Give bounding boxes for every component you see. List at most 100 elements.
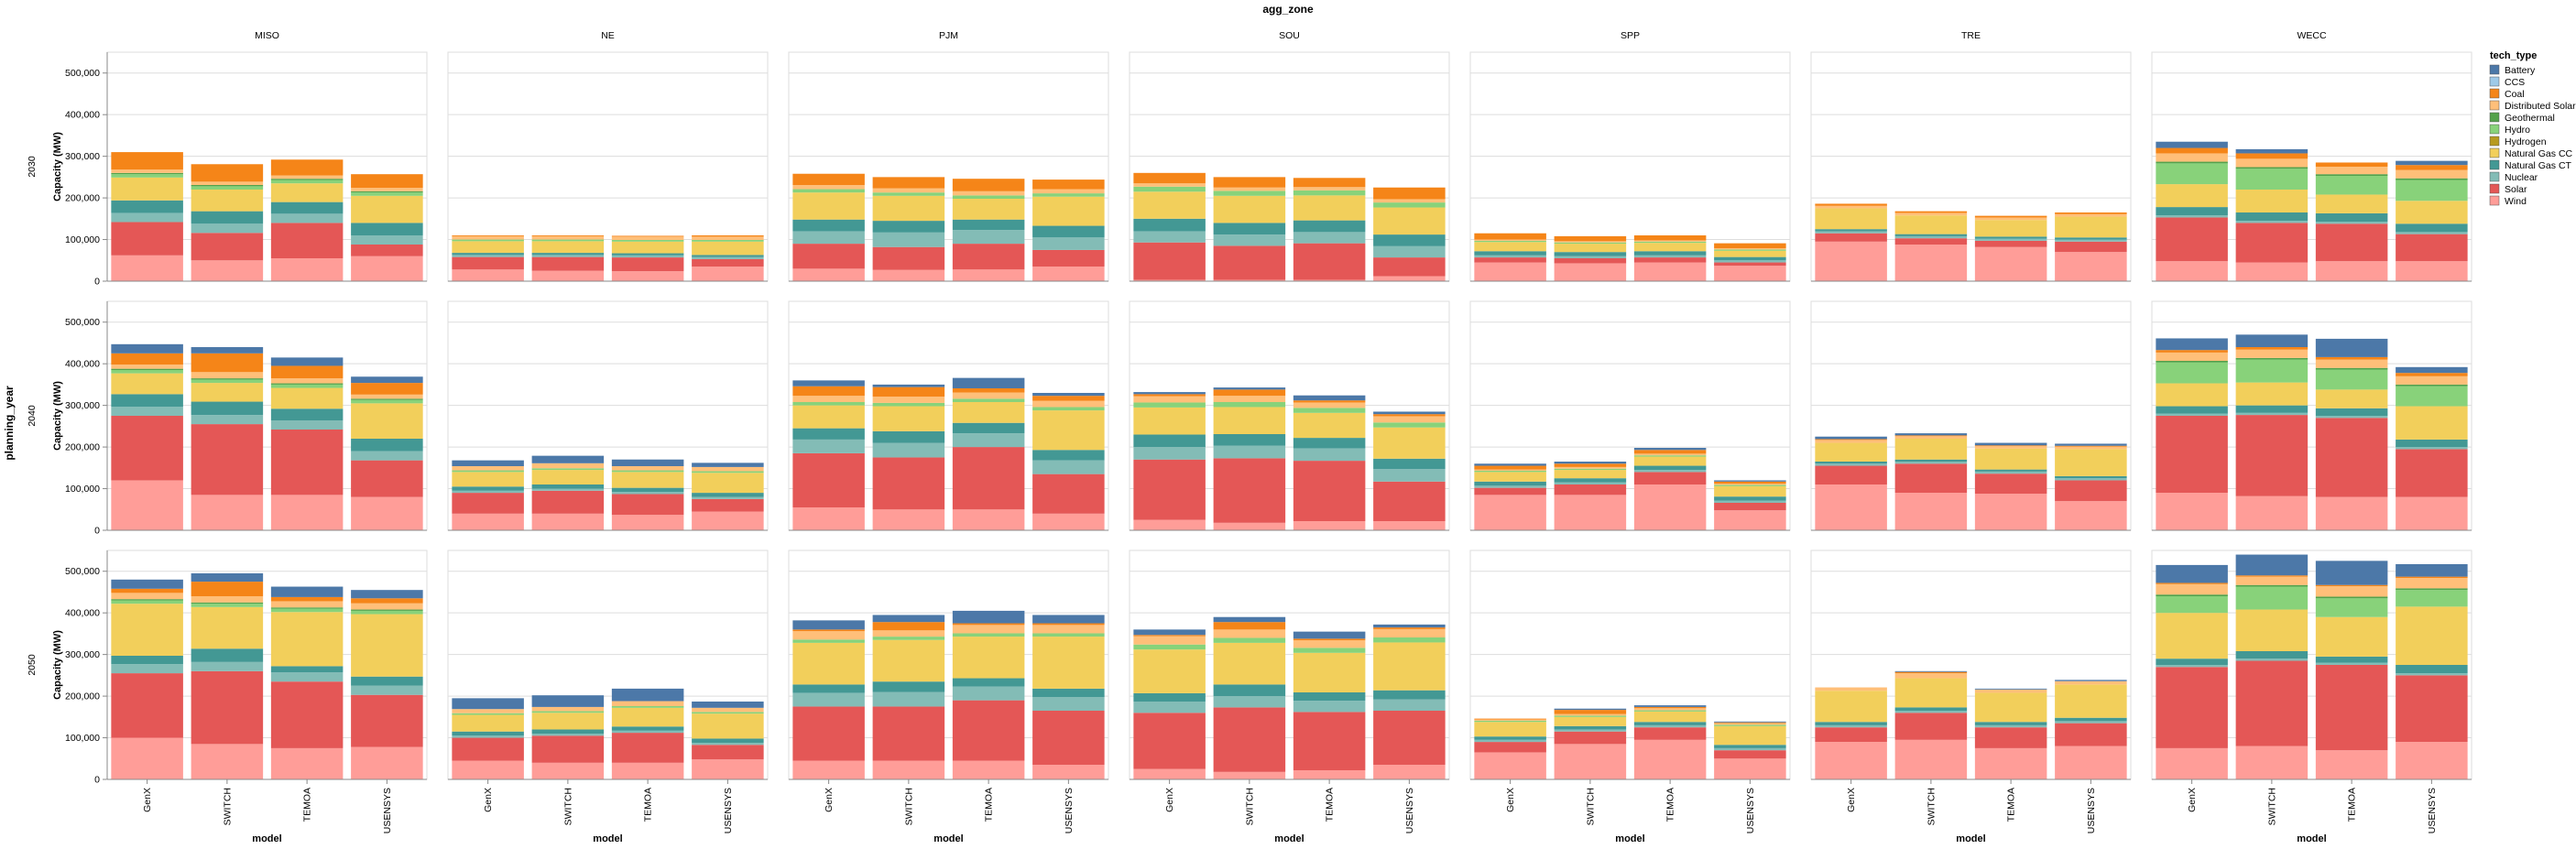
bar-segment-coal bbox=[111, 588, 183, 593]
bar-segment-wind bbox=[1714, 510, 1786, 530]
legend-item-solar: Solar bbox=[2489, 183, 2527, 195]
legend-item-battery: Battery bbox=[2489, 64, 2536, 76]
bar-segment-distributed-solar bbox=[692, 236, 764, 240]
bar-segment-solar bbox=[1894, 463, 1968, 494]
bar-segment-nuclear bbox=[1133, 447, 1206, 460]
bar-segment-solar bbox=[792, 452, 865, 507]
panel-ne-2030 bbox=[447, 51, 769, 282]
bar-segment-nuclear bbox=[531, 734, 605, 736]
bar-segment-distributed-solar bbox=[1714, 248, 1786, 250]
x-axis-title: model bbox=[933, 833, 963, 844]
legend-swatch bbox=[2489, 124, 2500, 135]
bar-segment-solar bbox=[1894, 238, 1968, 245]
bar-segment-natural-gas-cc bbox=[952, 199, 1025, 220]
bar-segment-nuclear bbox=[2156, 413, 2228, 416]
bar-segment-coal bbox=[2235, 153, 2309, 159]
legend-label: Natural Gas CT bbox=[2505, 160, 2572, 171]
bar-segment-solar bbox=[2156, 217, 2228, 262]
x-tick-label: GenX bbox=[1164, 788, 1175, 812]
bar-segment-geothermal bbox=[111, 599, 183, 601]
bar-segment-battery bbox=[1554, 708, 1627, 711]
bar-segment-hydro bbox=[952, 633, 1025, 637]
bar-segment-coal bbox=[351, 174, 423, 189]
bar-segment-natural-gas-cc bbox=[531, 241, 605, 254]
bar-segment-hydro bbox=[1133, 186, 1206, 192]
bar-segment-geothermal bbox=[351, 609, 423, 611]
legend-item-distributed-solar: Distributed Solar bbox=[2489, 100, 2576, 112]
bar-segment-wind bbox=[1714, 266, 1786, 281]
bar-segment-coal bbox=[351, 598, 423, 604]
bar-segment-natural-gas-cc bbox=[2315, 389, 2388, 408]
x-tick-label: GenX bbox=[142, 788, 153, 812]
bar-segment-nuclear bbox=[270, 672, 344, 682]
bar-segment-battery bbox=[1133, 392, 1206, 395]
bar-segment-solar bbox=[1032, 711, 1105, 766]
facet-title-miso: MISO bbox=[255, 30, 279, 41]
bar-segment-solar bbox=[1032, 473, 1105, 514]
bar-segment-natural-gas-ct bbox=[270, 201, 344, 214]
bar-segment-battery bbox=[1633, 705, 1707, 707]
bar-segment-nuclear bbox=[2055, 239, 2127, 242]
bar-segment-coal bbox=[611, 235, 684, 237]
bar-segment-hydro bbox=[1633, 241, 1707, 244]
bar-segment-distributed-solar bbox=[792, 631, 865, 640]
facet-title-spp: SPP bbox=[1621, 30, 1640, 41]
bar-segment-battery bbox=[1293, 631, 1366, 639]
bar-segment-natural-gas-cc bbox=[1213, 642, 1286, 685]
bar-segment-wind bbox=[792, 760, 865, 779]
bar-segment-solar bbox=[2055, 723, 2127, 746]
bar-segment-natural-gas-ct bbox=[1815, 722, 1887, 725]
bar-segment-distributed-solar bbox=[191, 181, 264, 185]
bar-segment-nuclear bbox=[1554, 729, 1627, 732]
bar-segment-natural-gas-cc bbox=[270, 183, 344, 202]
bar-segment-solar bbox=[531, 256, 605, 271]
bar-segment-natural-gas-cc bbox=[1373, 427, 1446, 459]
legend-swatch bbox=[2489, 195, 2500, 206]
bar-segment-wind bbox=[531, 762, 605, 779]
bar-segment-wind bbox=[1213, 522, 1286, 530]
bar-segment-wind bbox=[2396, 261, 2468, 281]
bar-segment-solar bbox=[1213, 245, 1286, 280]
x-tick-label: TEMOA bbox=[984, 788, 995, 822]
bar-segment-solar bbox=[2315, 418, 2388, 497]
legend-label: Battery bbox=[2505, 65, 2536, 76]
bar-segment-battery bbox=[872, 615, 945, 623]
bar-segment-hydro bbox=[1293, 190, 1366, 196]
bar-segment-battery bbox=[1293, 395, 1366, 401]
y-tick-label: 400,000 bbox=[65, 110, 100, 121]
bar-segment-coal bbox=[2235, 575, 2309, 577]
bar-segment-solar bbox=[1133, 459, 1206, 520]
bar-segment-distributed-solar bbox=[2235, 158, 2309, 168]
bar-segment-hydro bbox=[611, 706, 684, 708]
bar-segment-solar bbox=[351, 245, 423, 256]
bar-segment-battery bbox=[1714, 721, 1786, 723]
bar-segment-geothermal bbox=[2156, 594, 2228, 596]
bar-segment-coal bbox=[270, 365, 344, 379]
y-tick-label: 500,000 bbox=[65, 566, 100, 577]
bar-segment-geothermal bbox=[2396, 384, 2468, 386]
bar-segment-hydro bbox=[111, 174, 183, 178]
bar-segment-battery bbox=[2235, 554, 2309, 576]
bar-segment-natural-gas-ct bbox=[191, 648, 264, 662]
bar-segment-solar bbox=[452, 737, 524, 761]
bar-segment-nuclear bbox=[1133, 231, 1206, 243]
bar-segment-solar bbox=[1554, 731, 1627, 745]
bar-segment-wind bbox=[611, 515, 684, 530]
bar-segment-hydro bbox=[1714, 484, 1786, 486]
bar-segment-natural-gas-cc bbox=[611, 472, 684, 488]
bar-segment-wind bbox=[1633, 262, 1707, 281]
bar-segment-nuclear bbox=[1974, 724, 2047, 728]
bar-segment-natural-gas-cc bbox=[1714, 725, 1786, 746]
bar-segment-natural-gas-cc bbox=[2396, 406, 2468, 440]
legend-label: CCS bbox=[2505, 77, 2525, 88]
bar-segment-wind bbox=[2156, 747, 2228, 779]
bar-segment-natural-gas-ct bbox=[611, 487, 684, 493]
bar-segment-natural-gas-cc bbox=[1474, 472, 1546, 482]
legend-swatch bbox=[2489, 88, 2500, 99]
bar-segment-hydro bbox=[2315, 369, 2388, 390]
bar-segment-wind bbox=[1032, 513, 1105, 530]
bar-segment-natural-gas-cc bbox=[1815, 691, 1887, 723]
bar-segment-hydro bbox=[191, 186, 264, 190]
y-tick-label: 100,000 bbox=[65, 484, 100, 495]
